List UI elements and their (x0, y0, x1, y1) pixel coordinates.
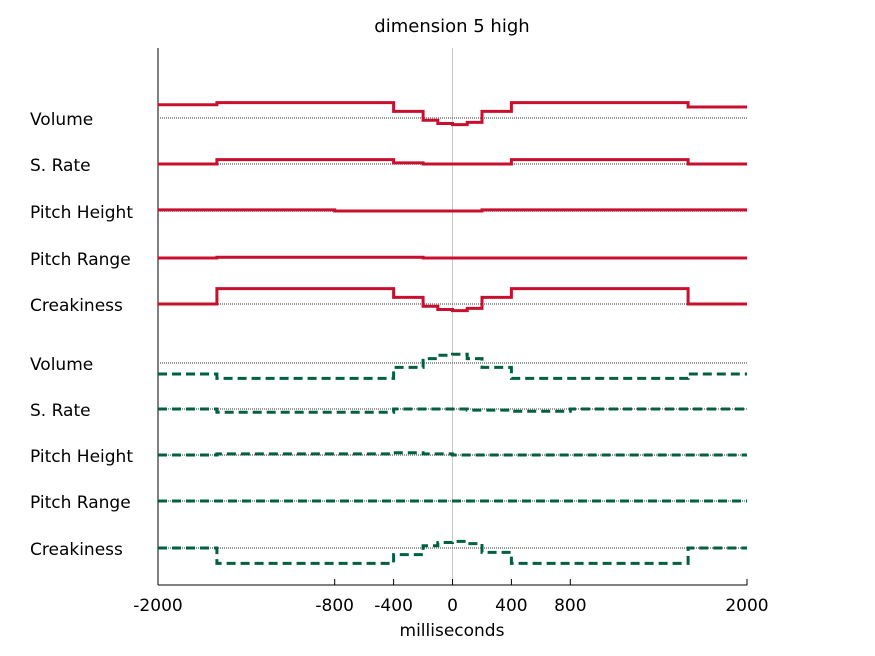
row-label-4: Creakiness (30, 296, 123, 316)
row-label-7: Pitch Height (30, 447, 133, 467)
series-high-creakiness (158, 287, 747, 313)
x-tick-label: -800 (315, 596, 354, 616)
series-low-volume (158, 352, 747, 380)
row-label-9: Creakiness (30, 540, 123, 560)
row-label-6: S. Rate (30, 401, 91, 421)
series-group (158, 101, 747, 565)
x-tick-label: 800 (554, 596, 586, 616)
x-tick-label: -2000 (133, 596, 182, 616)
x-ticks: -2000 -800 -400 0 400 800 2000 (133, 579, 769, 616)
row-label-5: Volume (30, 355, 93, 375)
row-label-1: S. Rate (30, 156, 91, 176)
series-low-creakiness (158, 539, 747, 565)
row-label-0: Volume (30, 110, 93, 130)
series-low-s-rate (158, 407, 747, 414)
row-label-3: Pitch Range (30, 250, 131, 270)
x-tick-label: -400 (374, 596, 413, 616)
series-high-pitch-height (158, 208, 747, 213)
series-low-pitch-height (158, 451, 747, 457)
row-label-8: Pitch Range (30, 493, 131, 513)
series-high-s-rate (158, 158, 747, 166)
chart-title: dimension 5 high (374, 16, 529, 37)
series-high-pitch-range (158, 255, 747, 260)
row-label-2: Pitch Height (30, 203, 133, 223)
x-tick-label: 2000 (725, 596, 768, 616)
series-high-volume (158, 101, 747, 127)
row-labels: Volume S. Rate Pitch Height Pitch Range Crea… (30, 110, 133, 560)
x-axis-label: milliseconds (400, 621, 505, 641)
x-tick-label: 0 (447, 596, 458, 616)
x-tick-label: 400 (495, 596, 527, 616)
